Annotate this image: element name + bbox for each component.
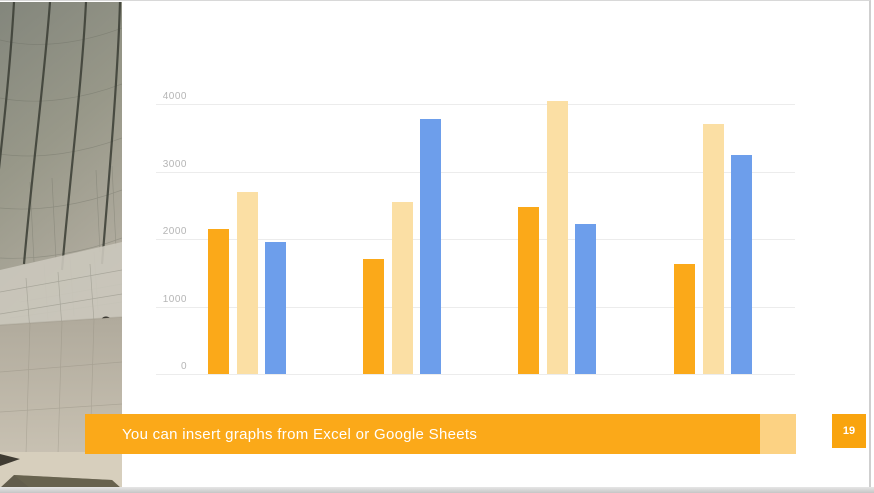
- bar-blue-group4: [731, 154, 752, 374]
- page-number: 19: [842, 425, 856, 437]
- y-tick-label-3000: 3000: [162, 158, 187, 170]
- y-tick-label-1000: 1000: [162, 293, 187, 305]
- bar-cream-group2: [391, 201, 413, 374]
- bar-orange-group3: [518, 206, 539, 374]
- bar-blue-group2: [420, 119, 441, 374]
- bar-orange-group2: [363, 259, 384, 374]
- slide-bottom-edge: [0, 487, 874, 493]
- gridline-4000: [156, 104, 795, 105]
- bar-cream-group1: [236, 191, 258, 374]
- gridline-0: [156, 374, 795, 375]
- banner-accent-block: [760, 414, 796, 454]
- bar-cream-group3: [546, 100, 568, 374]
- y-tick-label-2000: 2000: [162, 226, 187, 237]
- gridline-2000: [156, 239, 795, 240]
- bar-blue-group3: [575, 223, 596, 374]
- bar-blue-group1: [265, 242, 286, 374]
- bar-orange-group4: [674, 264, 695, 374]
- y-tick-label-0: 0: [180, 361, 187, 372]
- chart-plot: 0 1000 2000 3000 4000: [156, 91, 795, 375]
- gridline-1000: [156, 306, 795, 308]
- caption-text: You can insert graphs from Excel or Goog…: [122, 425, 478, 443]
- bar-cream-group4: [702, 124, 724, 374]
- bar-orange-group1: [208, 228, 229, 374]
- page-number-badge: 19: [832, 414, 866, 448]
- gridline-3000: [156, 171, 795, 173]
- bar-chart: 0 1000 2000 3000 4000: [156, 91, 795, 375]
- caption-banner: You can insert graphs from Excel or Goog…: [85, 414, 760, 454]
- y-tick-label-4000: 4000: [162, 91, 187, 102]
